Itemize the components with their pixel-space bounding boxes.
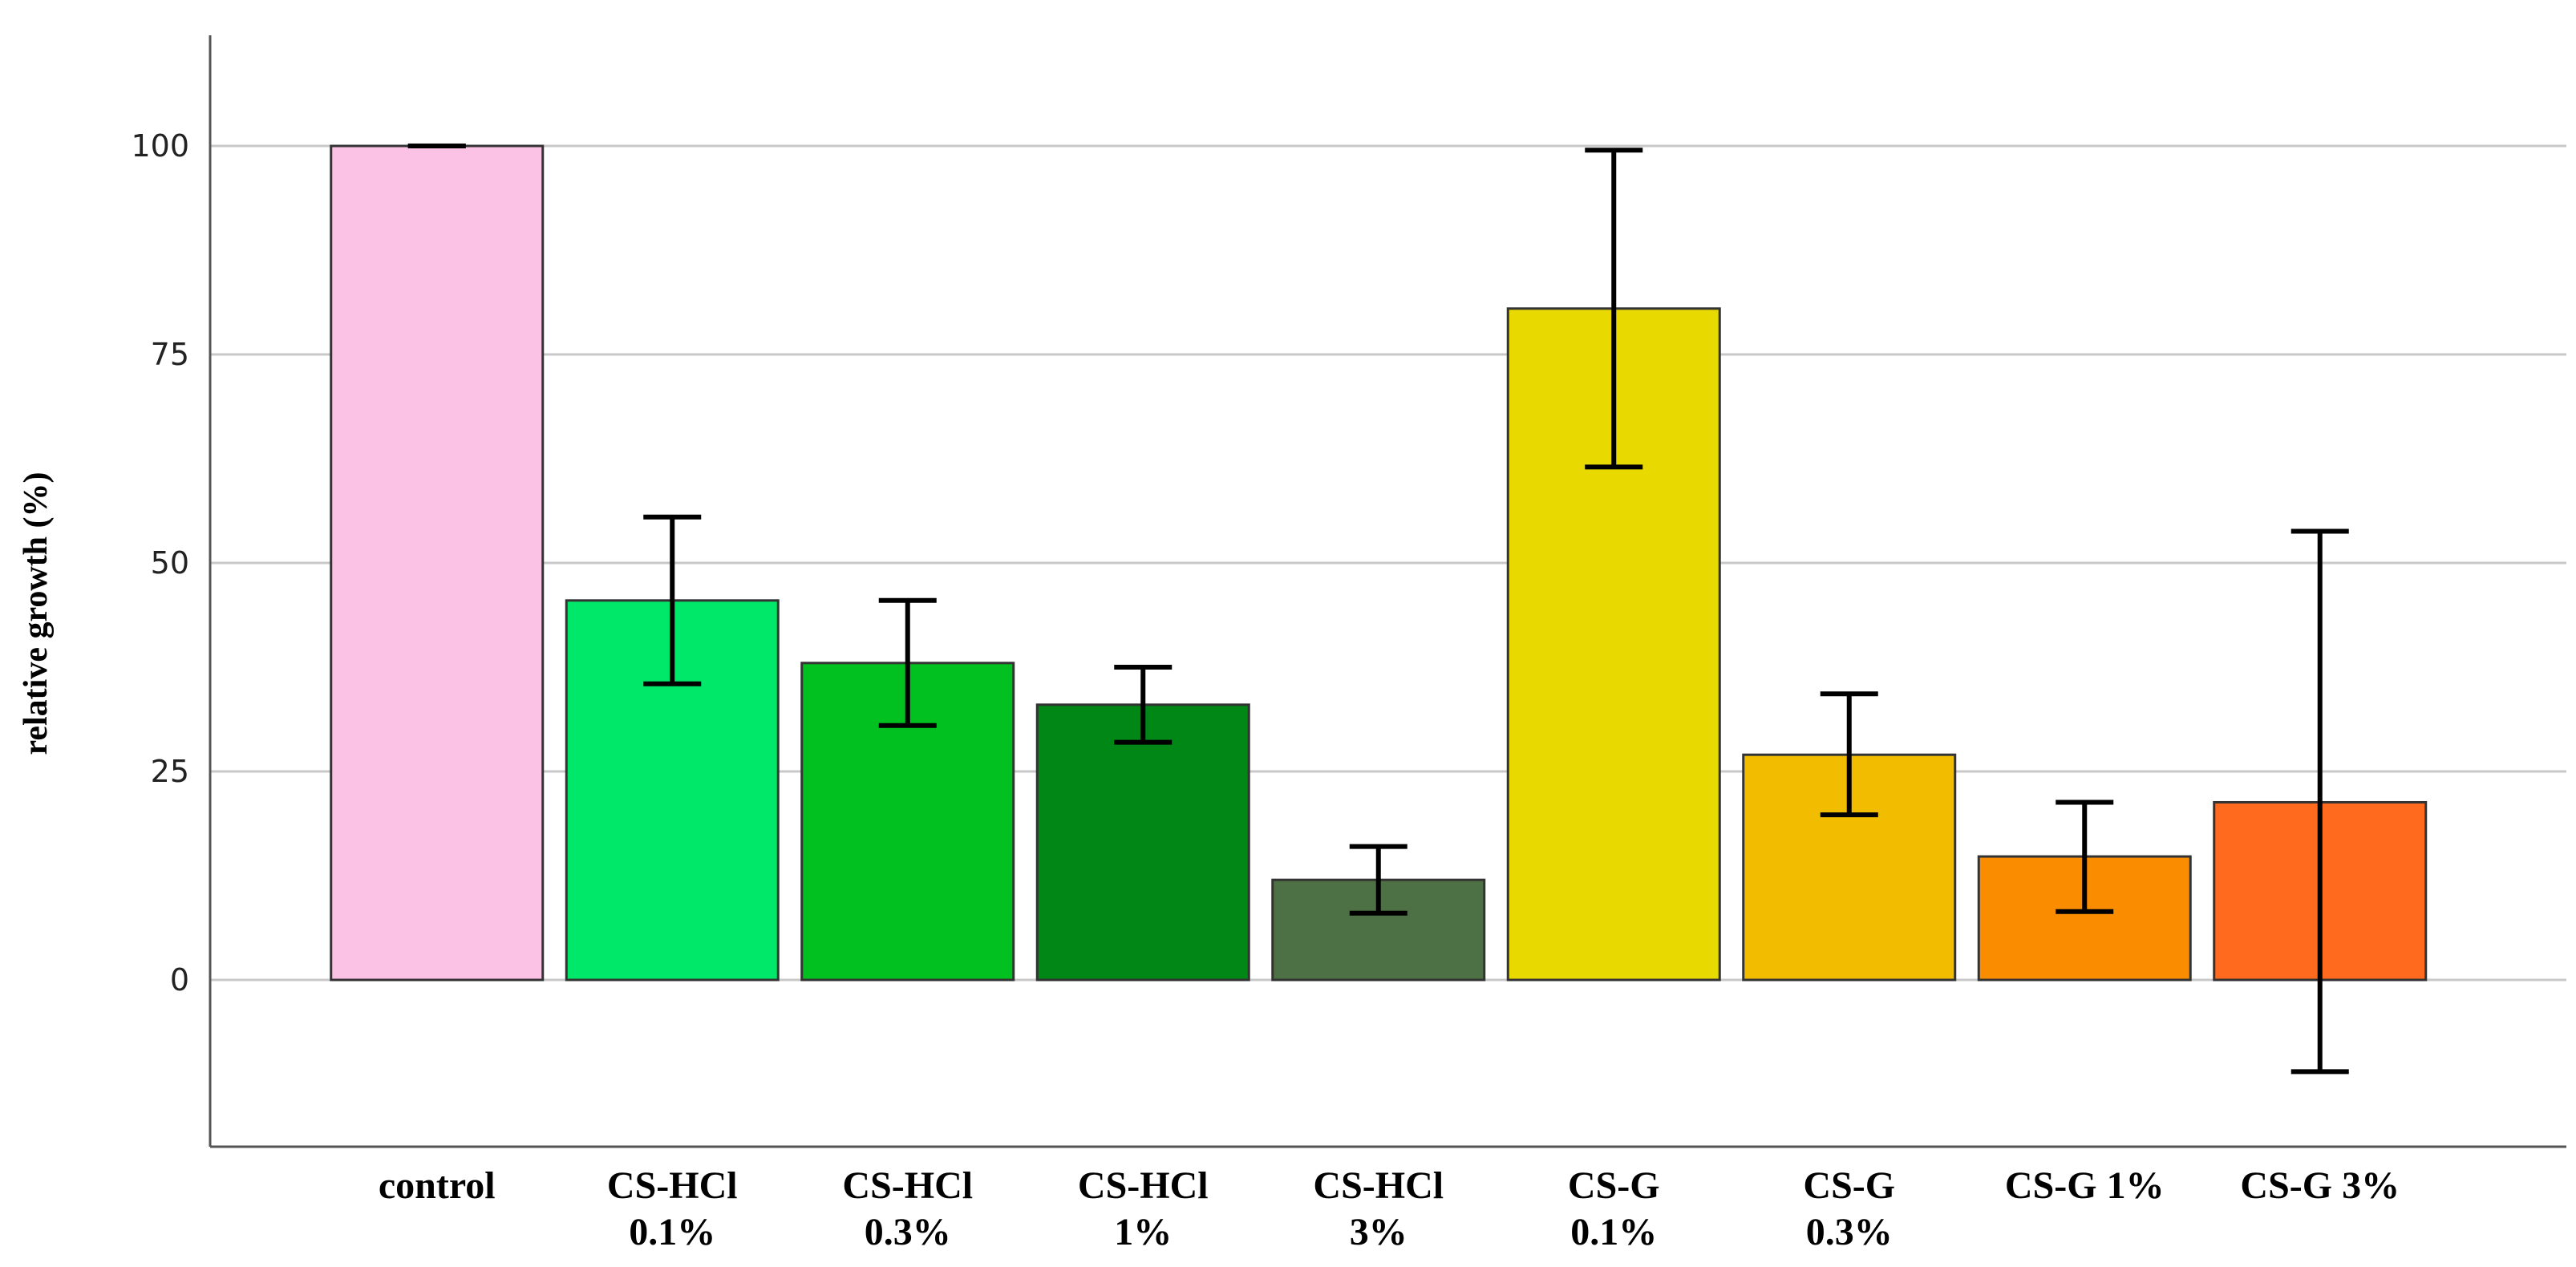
y-tick-label-75: 75 <box>151 337 189 372</box>
y-tick-label-25: 25 <box>151 754 189 789</box>
y-axis-title: relative growth (%) <box>18 472 55 755</box>
bar-0 <box>330 144 545 982</box>
category-label-6-0: CS-G <box>1803 1164 1895 1207</box>
category-label-3-0: CS-HCl <box>1078 1164 1209 1207</box>
category-label-4-0: CS-HCl <box>1313 1164 1444 1207</box>
y-tick-label-0: 0 <box>170 962 189 998</box>
category-label-1-1: 0.1% <box>629 1211 715 1253</box>
axes <box>209 35 2566 1148</box>
category-label-6-1: 0.3% <box>1806 1211 1893 1253</box>
y-tick-label-50: 50 <box>151 545 189 581</box>
bar-1 <box>565 599 780 982</box>
category-label-8-0: CS-G 3% <box>2240 1164 2400 1207</box>
category-label-4-1: 3% <box>1350 1211 1407 1253</box>
bar-3 <box>1035 703 1250 982</box>
category-label-2-1: 0.3% <box>865 1211 951 1253</box>
category-label-0-0: control <box>379 1164 496 1207</box>
y-tick-label-100: 100 <box>131 128 189 164</box>
category-label-5-0: CS-G <box>1568 1164 1660 1207</box>
category-label-5-1: 0.1% <box>1570 1211 1657 1253</box>
category-label-3-1: 1% <box>1114 1211 1172 1253</box>
category-label-7-0: CS-G 1% <box>2005 1164 2165 1207</box>
error-bars <box>407 144 2349 1075</box>
category-label-2-0: CS-HCl <box>842 1164 973 1207</box>
category-label-1-0: CS-HCl <box>607 1164 738 1207</box>
